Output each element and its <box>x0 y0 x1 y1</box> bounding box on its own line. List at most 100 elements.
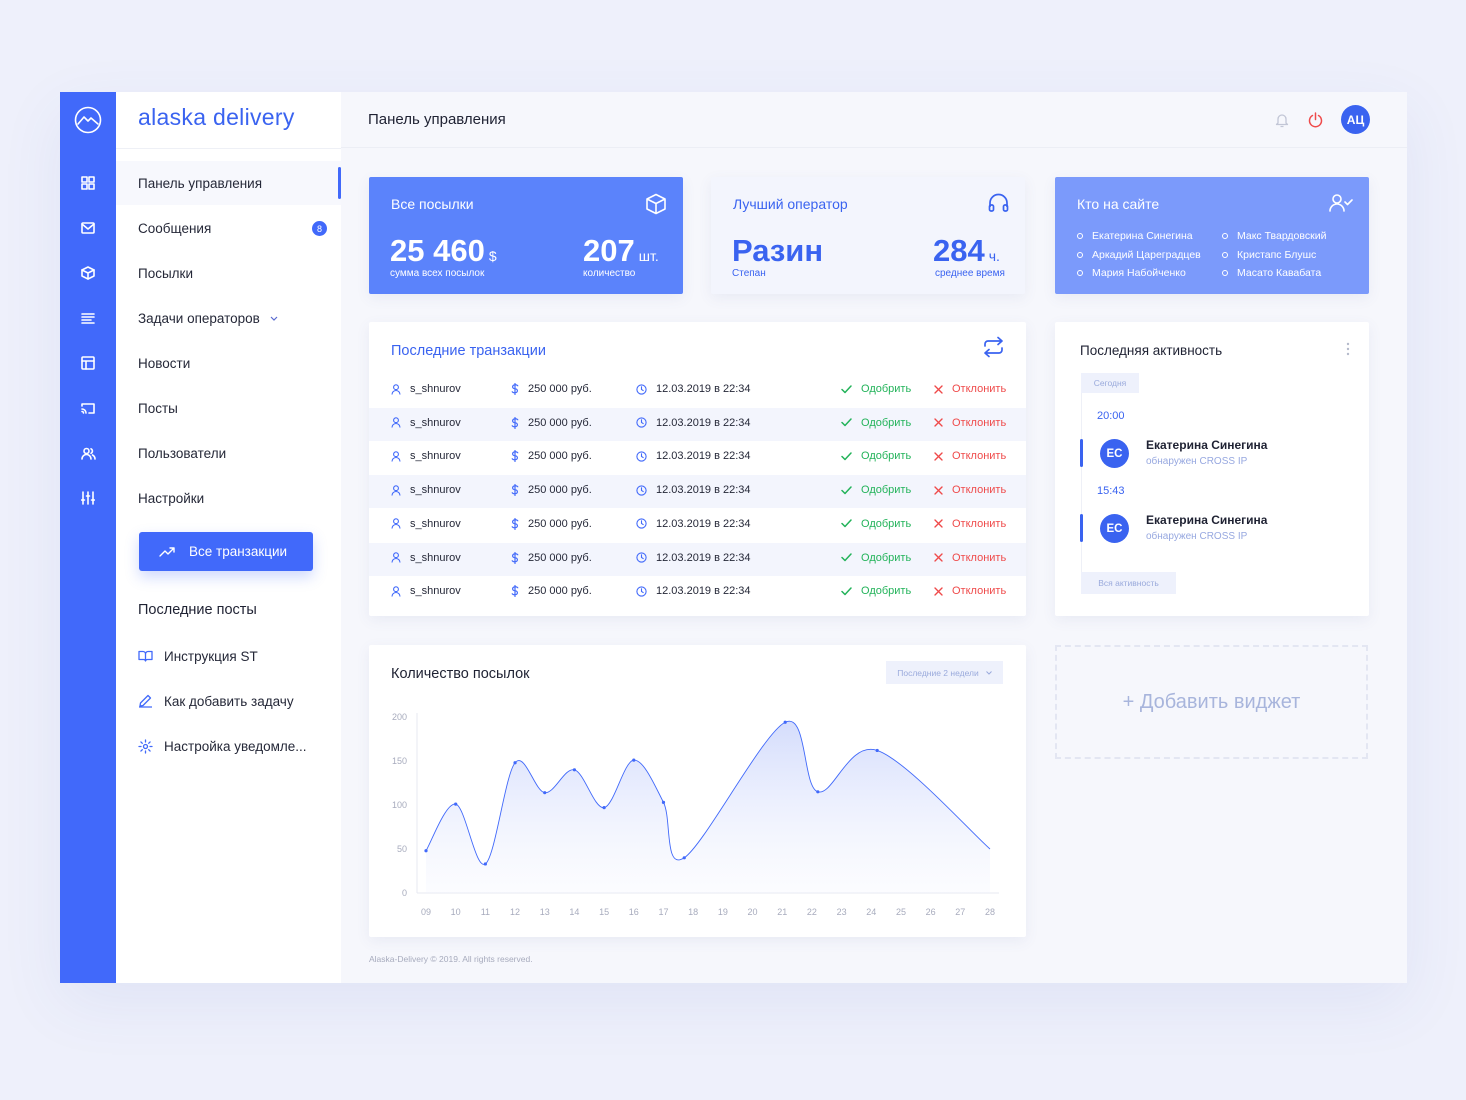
all-transactions-button[interactable]: Все транзакции <box>139 532 313 571</box>
approve-button[interactable]: Одобрить <box>841 450 911 462</box>
reject-button[interactable]: Отклонить <box>934 450 1006 462</box>
sidebar-item-operator-tasks[interactable]: Задачи операторов <box>116 296 341 340</box>
x-tick-label: 18 <box>688 907 698 917</box>
data-point[interactable] <box>661 800 666 804</box>
sidebar-item-parcels[interactable]: Посылки <box>116 251 341 295</box>
activity-avatar[interactable]: ЕС <box>1100 439 1129 468</box>
clock-icon <box>636 484 647 496</box>
tx-date: 12.03.2019 в 22:34 <box>636 552 751 564</box>
approve-button[interactable]: Одобрить <box>841 484 911 496</box>
data-point[interactable] <box>454 802 458 806</box>
box-icon[interactable] <box>79 264 97 282</box>
reject-button[interactable]: Отклонить <box>934 585 1006 597</box>
approve-button[interactable]: Одобрить <box>841 518 911 530</box>
sidebar-item-news[interactable]: Новости <box>116 341 341 385</box>
online-user[interactable]: Мария Набойченко <box>1077 264 1201 283</box>
logo-icon[interactable] <box>73 105 103 135</box>
tx-user[interactable]: s_shnurov <box>391 417 461 429</box>
user-avatar[interactable]: АЦ <box>1341 105 1370 134</box>
tx-user[interactable]: s_shnurov <box>391 585 461 597</box>
user-icon <box>391 383 401 395</box>
sidebar-item-label: Настройки <box>138 490 205 506</box>
x-tick-label: 23 <box>837 907 847 917</box>
sliders-icon[interactable] <box>79 489 97 507</box>
tx-user[interactable]: s_shnurov <box>391 383 461 395</box>
transactions-card: Последние транзакции s_shnurov 250 000 ру… <box>369 322 1026 616</box>
cast-icon[interactable] <box>79 399 97 417</box>
approve-button[interactable]: Одобрить <box>841 552 911 564</box>
sidebar-item-settings[interactable]: Настройки <box>116 476 341 520</box>
tx-user[interactable]: s_shnurov <box>391 484 461 496</box>
close-icon <box>934 452 943 461</box>
tx-user[interactable]: s_shnurov <box>391 518 461 530</box>
layout-icon[interactable] <box>79 354 97 372</box>
reject-button[interactable]: Отклонить <box>934 383 1006 395</box>
mail-icon[interactable] <box>79 219 97 237</box>
y-tick-label: 100 <box>392 800 407 810</box>
tx-date-value: 12.03.2019 в 22:34 <box>656 450 751 463</box>
reject-button[interactable]: Отклонить <box>934 552 1006 564</box>
online-users-card: Кто на сайте Екатерина Синегина Аркадий … <box>1055 177 1369 294</box>
data-point[interactable] <box>602 806 606 810</box>
users-icon[interactable] <box>79 444 97 462</box>
tx-user[interactable]: s_shnurov <box>391 552 461 564</box>
data-point[interactable] <box>632 758 636 762</box>
data-point[interactable] <box>424 849 428 853</box>
list-icon[interactable] <box>79 309 97 327</box>
tx-date: 12.03.2019 в 22:34 <box>636 484 751 496</box>
repeat-icon[interactable] <box>983 336 1004 358</box>
approve-button[interactable]: Одобрить <box>841 585 911 597</box>
bell-icon[interactable] <box>1275 112 1289 128</box>
sidebar-item-messages[interactable]: Сообщения 8 <box>116 206 341 250</box>
dashboard-icon[interactable] <box>79 174 97 192</box>
data-point[interactable] <box>543 791 547 795</box>
sidebar-item-posts[interactable]: Посты <box>116 386 341 430</box>
reject-button[interactable]: Отклонить <box>934 518 1006 530</box>
sidebar-item-dashboard[interactable]: Панель управления <box>116 161 341 205</box>
recent-post-item[interactable]: Как добавить задачу <box>138 691 338 711</box>
data-point[interactable] <box>783 720 787 724</box>
timeline-marker <box>1080 439 1083 467</box>
top-bar: Панель управления АЦ <box>341 92 1407 148</box>
online-user[interactable]: Кристапс Блушс <box>1222 246 1326 265</box>
activity-avatar[interactable]: ЕС <box>1100 514 1129 543</box>
reject-button[interactable]: Отклонить <box>934 484 1006 496</box>
recent-post-item[interactable]: Инструкция ST <box>138 646 338 666</box>
reject-button[interactable]: Отклонить <box>934 417 1006 429</box>
online-user[interactable]: Масато Кавабата <box>1222 264 1326 283</box>
transactions-title: Последние транзакции <box>391 343 546 359</box>
y-tick-label: 0 <box>402 888 407 898</box>
activity-user-name[interactable]: Екатерина Синегина <box>1146 438 1268 452</box>
period-select[interactable]: Последние 2 недели <box>886 661 1003 684</box>
online-user[interactable]: Макс Твардовский <box>1222 227 1326 246</box>
approve-label: Одобрить <box>861 484 912 497</box>
recent-post-item[interactable]: Настройка уведомле... <box>138 736 338 756</box>
tx-amount-value: 250 000 руб. <box>528 517 592 530</box>
all-activity-button[interactable]: Вся активность <box>1081 572 1176 594</box>
data-point[interactable] <box>682 856 686 860</box>
online-user[interactable]: Аркадий Цареградцев <box>1077 246 1201 265</box>
data-point[interactable] <box>816 790 820 794</box>
brand-logo-text[interactable]: alaska delivery <box>138 104 295 130</box>
data-point[interactable] <box>572 768 577 772</box>
activity-card: Последняя активность Сегодня 20:00 ЕС Ек… <box>1055 322 1369 616</box>
x-tick-label: 16 <box>629 907 639 917</box>
activity-user-name[interactable]: Екатерина Синегина <box>1146 513 1268 527</box>
data-point[interactable] <box>513 761 517 765</box>
more-vertical-icon[interactable] <box>1346 342 1350 356</box>
sidebar-item-label: Сообщения <box>138 220 212 236</box>
approve-button[interactable]: Одобрить <box>841 417 911 429</box>
approve-button[interactable]: Одобрить <box>841 383 911 395</box>
data-point[interactable] <box>875 748 879 753</box>
parcels-sum-caption: сумма всех посылок <box>390 268 485 279</box>
add-widget-button[interactable]: + Добавить виджет <box>1055 645 1368 759</box>
online-user[interactable]: Екатерина Синегина <box>1077 227 1201 246</box>
tx-user[interactable]: s_shnurov <box>391 450 461 462</box>
data-point[interactable] <box>483 862 487 866</box>
sidebar-item-users[interactable]: Пользователи <box>116 431 341 475</box>
clock-icon <box>636 417 647 428</box>
card-title: Кто на сайте <box>1077 196 1160 212</box>
power-icon[interactable] <box>1308 112 1323 128</box>
clock-icon <box>636 451 647 462</box>
x-tick-label: 22 <box>807 907 817 917</box>
